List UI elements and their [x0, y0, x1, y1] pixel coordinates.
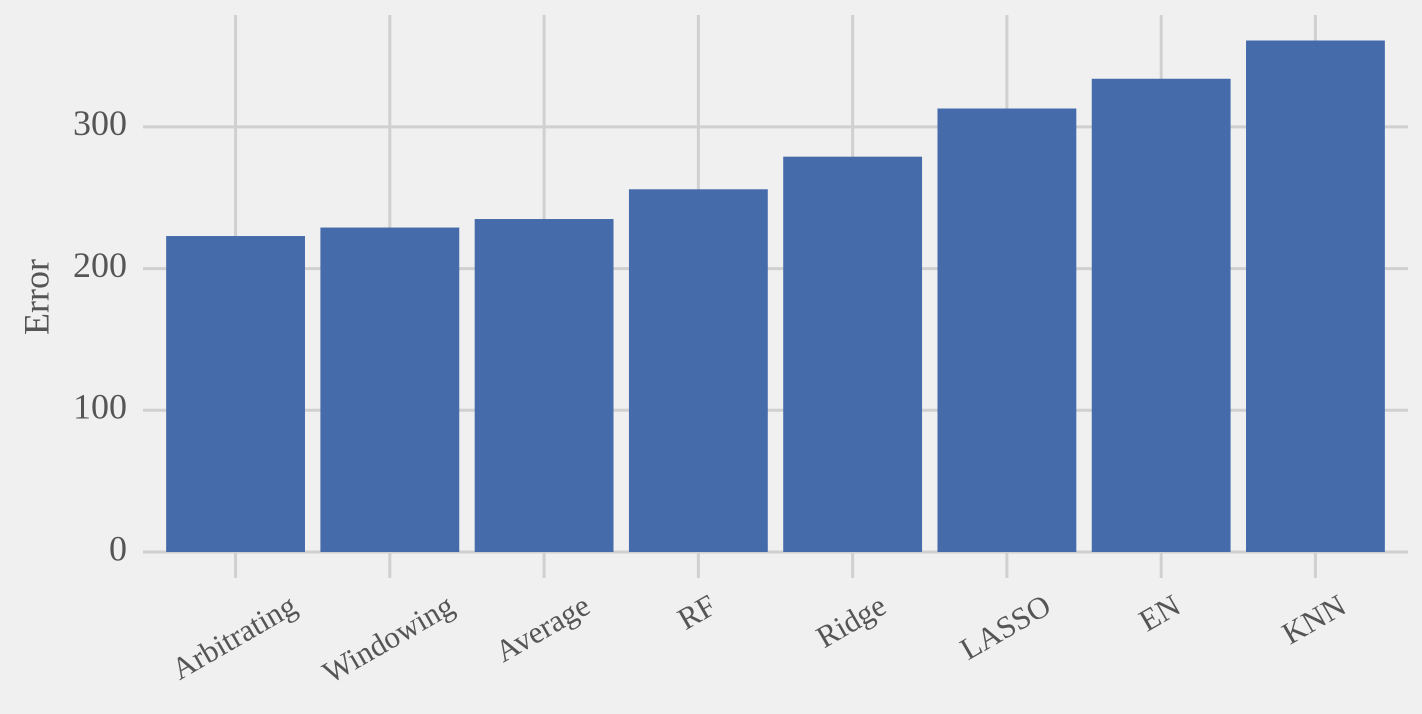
y-tick-label: 200	[73, 245, 127, 285]
y-tick-label: 0	[109, 528, 127, 568]
bar	[166, 236, 305, 552]
bar	[474, 219, 614, 552]
bar	[1091, 78, 1231, 553]
bar	[937, 108, 1077, 552]
bar	[320, 227, 460, 553]
y-tick-label: 100	[73, 387, 127, 427]
bar	[628, 189, 768, 552]
y-axis-label: Error	[16, 259, 56, 335]
bar	[1246, 40, 1385, 552]
bar	[783, 156, 923, 552]
y-tick-label: 300	[73, 103, 127, 143]
